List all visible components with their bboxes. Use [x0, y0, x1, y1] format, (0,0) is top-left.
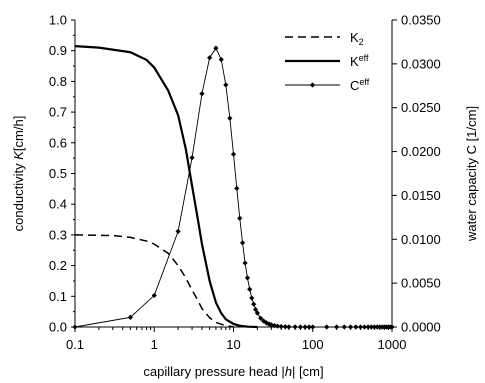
y-right-tick-label-0: 0.0000 [401, 320, 441, 335]
data-point-ceff-8 [218, 56, 224, 63]
legend-label-base: K [350, 54, 359, 69]
data-point-ceff-9 [223, 82, 229, 88]
data-point-ceff-15 [242, 260, 248, 266]
data-point-ceff-25 [266, 321, 272, 327]
data-point-ceff-19 [251, 301, 257, 307]
data-point-ceff-3 [175, 228, 181, 234]
y-axis-left-title: conductivity K[cm/h] [11, 116, 26, 232]
data-point-ceff-24 [263, 320, 269, 326]
axes: 0.0 0.1 0.2 0.3 0.4 0.5 0.6 0.7 0.8 0.9 1.0 0.0000 0… [11, 13, 479, 380]
data-point-ceff-5 [199, 91, 205, 97]
y-left-tick-label-8: 0.8 [49, 74, 67, 89]
y-left-tick-label-10: 1.0 [49, 13, 67, 28]
x-tick-label-0: 0.1 [66, 337, 84, 352]
y-right-tick-label-2: 0.0100 [401, 232, 441, 247]
y-axis-left-title-part: conductivity [11, 160, 26, 232]
data-point-ceff-18 [249, 295, 255, 301]
y-right-tick-label-5: 0.0250 [401, 100, 441, 115]
legend-label-ceff: Ceff [350, 77, 370, 93]
y-left-tick-label-7: 0.7 [49, 105, 67, 120]
data-point-ceff-22 [258, 315, 264, 321]
y-left-tick-label-5: 0.5 [49, 166, 67, 181]
data-point-ceff-6 [207, 55, 213, 61]
y-axis-left-title-part: [cm/h] [11, 116, 26, 151]
data-point-ceff-4 [189, 155, 195, 161]
data-point-ceff-20 [252, 306, 259, 313]
legend-marker-ceff [309, 82, 316, 88]
y-left-tick-label-1: 0.1 [49, 289, 67, 304]
legend-label-superscript: eff [359, 77, 369, 87]
x-axis-title-part: h [285, 364, 292, 379]
y-left-tick-label-3: 0.3 [49, 227, 67, 242]
legend-label-keff: Keff [350, 53, 369, 69]
legend-label-base: K [350, 30, 359, 45]
data-point-ceff-10 [227, 115, 233, 121]
plot-area [72, 44, 395, 330]
data-point-ceff-2 [151, 292, 157, 299]
data-point-ceff-23 [261, 318, 267, 324]
series-line-keff [74, 44, 258, 329]
x-axis-title: capillary pressure head |h| [cm] [143, 364, 323, 379]
x-axis-title-part: capillary pressure head | [143, 364, 284, 379]
y-left-tick-label-9: 0.9 [49, 43, 67, 58]
y-left-tick-label-4: 0.4 [49, 197, 67, 212]
legend-label-subscript: 2 [359, 37, 364, 47]
y-axis-right-title: water capacity C [1/cm] [464, 106, 479, 242]
y-right-tick-label-4: 0.0200 [401, 144, 441, 159]
legend-label-k2: K2 [350, 30, 364, 47]
y-left-tick-label-2: 0.2 [49, 258, 67, 273]
x-tick-label-4: 1000 [378, 337, 407, 352]
data-point-ceff-11 [230, 151, 237, 157]
data-point-ceff-14 [239, 240, 246, 246]
series-line-ceff [74, 47, 392, 328]
y-right-tick-label-6: 0.0300 [401, 56, 441, 71]
y-right-tick-label-7: 0.0350 [401, 13, 441, 28]
x-tick-label-1: 1 [151, 337, 158, 352]
y-left-tick-label-0: 0.0 [49, 320, 67, 335]
legend-label-base: C [350, 78, 359, 93]
data-point-ceff-17 [247, 286, 253, 292]
data-point-ceff-1 [127, 314, 133, 320]
data-point-ceff-12 [234, 185, 240, 192]
y-axis-left-title-part: K [11, 150, 26, 160]
data-point-ceff-16 [244, 275, 251, 281]
y-right-tick-label-1: 0.0050 [401, 276, 441, 291]
x-axis-title-part: | [cm] [292, 364, 324, 379]
data-point-ceff-13 [237, 215, 243, 221]
data-point-ceff-21 [254, 310, 260, 316]
legend-label-superscript: eff [359, 53, 369, 63]
x-tick-label-3: 100 [302, 337, 324, 352]
x-tick-label-2: 10 [226, 337, 240, 352]
y-right-tick-label-3: 0.0150 [401, 188, 441, 203]
y-left-tick-label-6: 0.6 [49, 135, 67, 150]
data-point-ceff-29 [278, 323, 284, 330]
data-point-ceff-7 [213, 45, 219, 51]
